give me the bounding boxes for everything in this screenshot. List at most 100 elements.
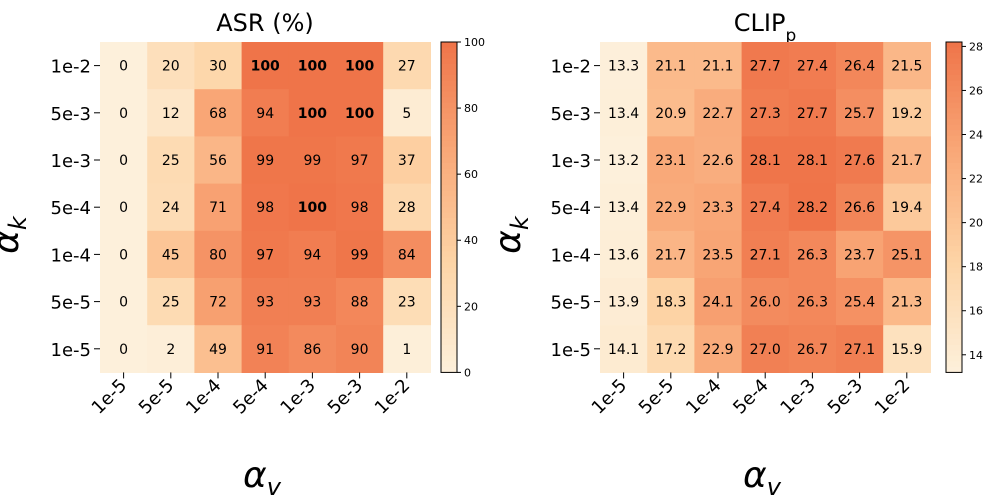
clip-colorbar-segment — [946, 240, 962, 247]
asr-cell — [383, 325, 431, 373]
asr-colorbar-segment — [441, 185, 457, 192]
clip-cell — [741, 230, 790, 279]
clip-cell-label: 19.2 — [891, 106, 922, 122]
asr-cell-label: 86 — [303, 342, 321, 358]
clip-colorbar-segment — [946, 201, 962, 208]
clip-cell-label: 26.3 — [797, 247, 828, 263]
clip-colorbar-segment — [946, 262, 962, 269]
asr-y-axis-label: αk — [0, 215, 32, 254]
clip-y-ticks: 1e-2 5e-3 1e-3 5e-4 1e-4 5e-5 1e-5 — [551, 57, 600, 361]
clip-cell — [741, 89, 790, 137]
asr-cell-label: 97 — [351, 153, 369, 169]
asr-cell — [241, 183, 290, 232]
clip-colorbar-tick-label: 24 — [969, 129, 983, 142]
asr-colorbar-segment — [441, 113, 457, 120]
clip-colorbar-segment — [946, 86, 962, 93]
asr-x-tick-label: 5e-3 — [324, 375, 367, 418]
clip-colorbar-segment — [946, 212, 962, 219]
asr-y-tick-label: 1e-4 — [51, 245, 91, 266]
asr-cell — [147, 89, 195, 137]
clip-y-tick-label: 1e-5 — [551, 340, 591, 361]
clip-colorbar-tick-label: 22 — [969, 173, 983, 186]
clip-colorbar-segment — [946, 311, 962, 318]
asr-y-tick-label: 1e-2 — [51, 57, 91, 78]
asr-cell — [241, 278, 290, 326]
asr-cell-label: 94 — [303, 247, 321, 263]
clip-cell — [788, 89, 837, 137]
clip-cell-label: 20.9 — [655, 106, 686, 122]
asr-colorbar: 0 20 40 60 80 100 — [440, 36, 485, 379]
clip-cell-label: 13.4 — [608, 200, 639, 216]
clip-colorbar-segment — [946, 273, 962, 280]
clip-colorbar-segment — [946, 47, 962, 54]
clip-colorbar-segment — [946, 306, 962, 313]
asr-cell — [241, 42, 290, 90]
clip-cell — [788, 136, 837, 185]
clip-cell-label: 22.6 — [702, 153, 733, 169]
clip-cell — [600, 42, 648, 90]
clip-cell-label: 27.1 — [844, 342, 875, 358]
asr-colorbar-segment — [441, 174, 457, 181]
asr-cell — [100, 325, 148, 373]
asr-cell-label: 99 — [303, 153, 321, 169]
clip-cell — [883, 278, 931, 326]
clip-cell — [647, 183, 695, 232]
asr-colorbar-segment — [441, 273, 457, 280]
asr-cell-label: 100 — [298, 200, 327, 216]
asr-colorbar-segment — [441, 289, 457, 296]
clip-cell-label: 19.4 — [891, 200, 922, 216]
asr-colorbar-segment — [441, 218, 457, 225]
asr-cell-label: 28 — [398, 200, 416, 216]
clip-cell-label: 27.1 — [750, 247, 781, 263]
clip-cell-label: 21.7 — [891, 153, 922, 169]
clip-cell — [788, 278, 837, 326]
clip-cell-label: 23.5 — [702, 247, 733, 263]
asr-colorbar-segment — [441, 245, 457, 252]
clip-cell — [694, 89, 743, 137]
clip-colorbar-tick-label: 18 — [969, 261, 983, 274]
clip-cell — [836, 325, 884, 373]
clip-cell-label: 21.3 — [891, 295, 922, 311]
clip-cell — [694, 136, 743, 185]
clip-colorbar-segment — [946, 218, 962, 225]
asr-colorbar-segment — [441, 240, 457, 247]
clip-colorbar-segment — [946, 130, 962, 137]
asr-cell — [383, 42, 431, 90]
asr-cell — [100, 278, 148, 326]
asr-cell-label: 56 — [209, 153, 227, 169]
clip-y-tick-label: 1e-4 — [551, 245, 591, 266]
clip-colorbar-tick-label: 14 — [969, 349, 983, 362]
clip-colorbar-segment — [946, 124, 962, 131]
clip-colorbar-segment — [946, 42, 962, 49]
asr-colorbar-segment — [441, 251, 457, 258]
clip-colorbar-segment — [946, 141, 962, 148]
clip-y-axis-label: αk — [488, 215, 534, 254]
clip-x-axis-label: αv — [743, 455, 782, 498]
clip-colorbar-segment — [946, 185, 962, 192]
asr-y-tick-label: 1e-3 — [51, 151, 91, 172]
clip-x-tick-label: 1e-3 — [776, 375, 819, 418]
asr-cell-label: 88 — [351, 295, 369, 311]
clip-cell — [694, 230, 743, 279]
clip-colorbar: 14 16 18 20 22 24 26 28 — [945, 40, 983, 373]
clip-colorbar-segment — [946, 344, 962, 351]
asr-cell-label: 2 — [166, 342, 175, 358]
clip-colorbar-segment — [946, 333, 962, 340]
clip-cell-label: 24.1 — [702, 295, 733, 311]
asr-colorbar-segment — [441, 328, 457, 335]
asr-cell — [336, 89, 384, 137]
asr-cell-label: 23 — [398, 295, 416, 311]
clip-cell — [694, 183, 743, 232]
clip-colorbar-segment — [946, 234, 962, 241]
clip-cell-label: 17.2 — [655, 342, 686, 358]
clip-cell — [694, 42, 743, 90]
asr-cell-label: 25 — [162, 153, 180, 169]
clip-cell-label: 23.7 — [844, 247, 875, 263]
asr-cell — [288, 136, 337, 185]
clip-colorbar-tick-label: 28 — [969, 40, 983, 53]
asr-cell-label: 0 — [119, 106, 128, 122]
clip-cell-label: 27.3 — [750, 106, 781, 122]
asr-cell — [288, 230, 337, 279]
asr-y-tick-label: 5e-5 — [51, 293, 91, 314]
asr-colorbar-segment — [441, 306, 457, 313]
